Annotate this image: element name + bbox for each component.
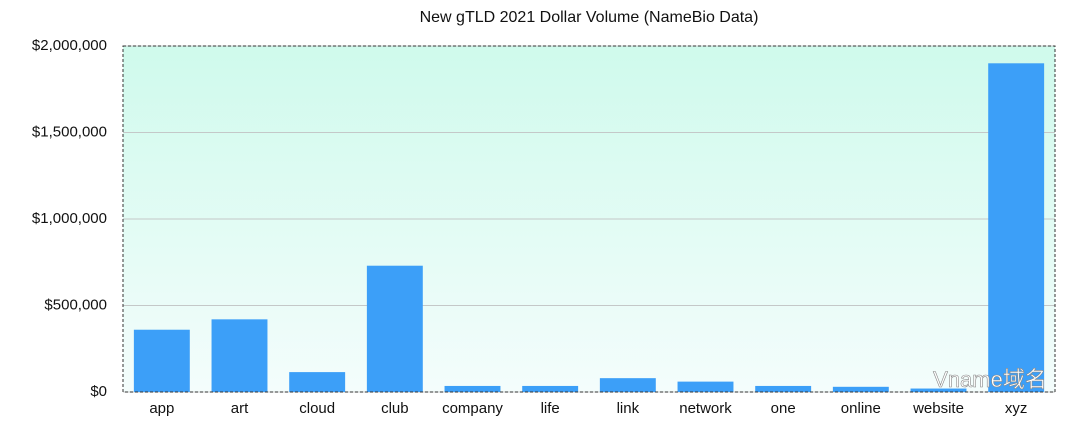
y-tick-label: $500,000 [44,296,107,313]
bar [289,372,346,392]
x-tick-label: art [231,400,249,417]
bar [599,378,656,392]
bar [366,265,423,392]
bar [910,388,967,392]
chart-title: New gTLD 2021 Dollar Volume (NameBio Dat… [420,9,759,26]
x-tick-label: club [381,400,409,417]
bar [832,386,889,392]
x-tick-label: link [617,400,640,417]
y-tick-label: $1,000,000 [32,210,107,227]
bar [211,319,268,392]
bar [677,381,734,392]
x-tick-label: life [541,400,560,417]
bar [988,63,1045,393]
plot-border [122,45,1056,393]
y-tick-label: $1,500,000 [32,123,107,140]
x-tick-label: online [841,400,881,417]
watermark: Vname域名 [933,367,1047,392]
x-tick-label: company [442,400,503,417]
x-tick-label: cloud [299,400,335,417]
bar [755,385,812,392]
x-tick-label: one [771,400,796,417]
bar [444,385,501,392]
y-tick-label: $0 [90,383,107,400]
y-tick-label: $2,000,000 [32,37,107,54]
bar [133,329,190,392]
bar [522,385,579,392]
x-tick-label: website [912,400,964,417]
x-tick-label: network [679,400,732,417]
x-tick-label: xyz [1005,400,1028,417]
x-tick-label: app [149,400,174,417]
